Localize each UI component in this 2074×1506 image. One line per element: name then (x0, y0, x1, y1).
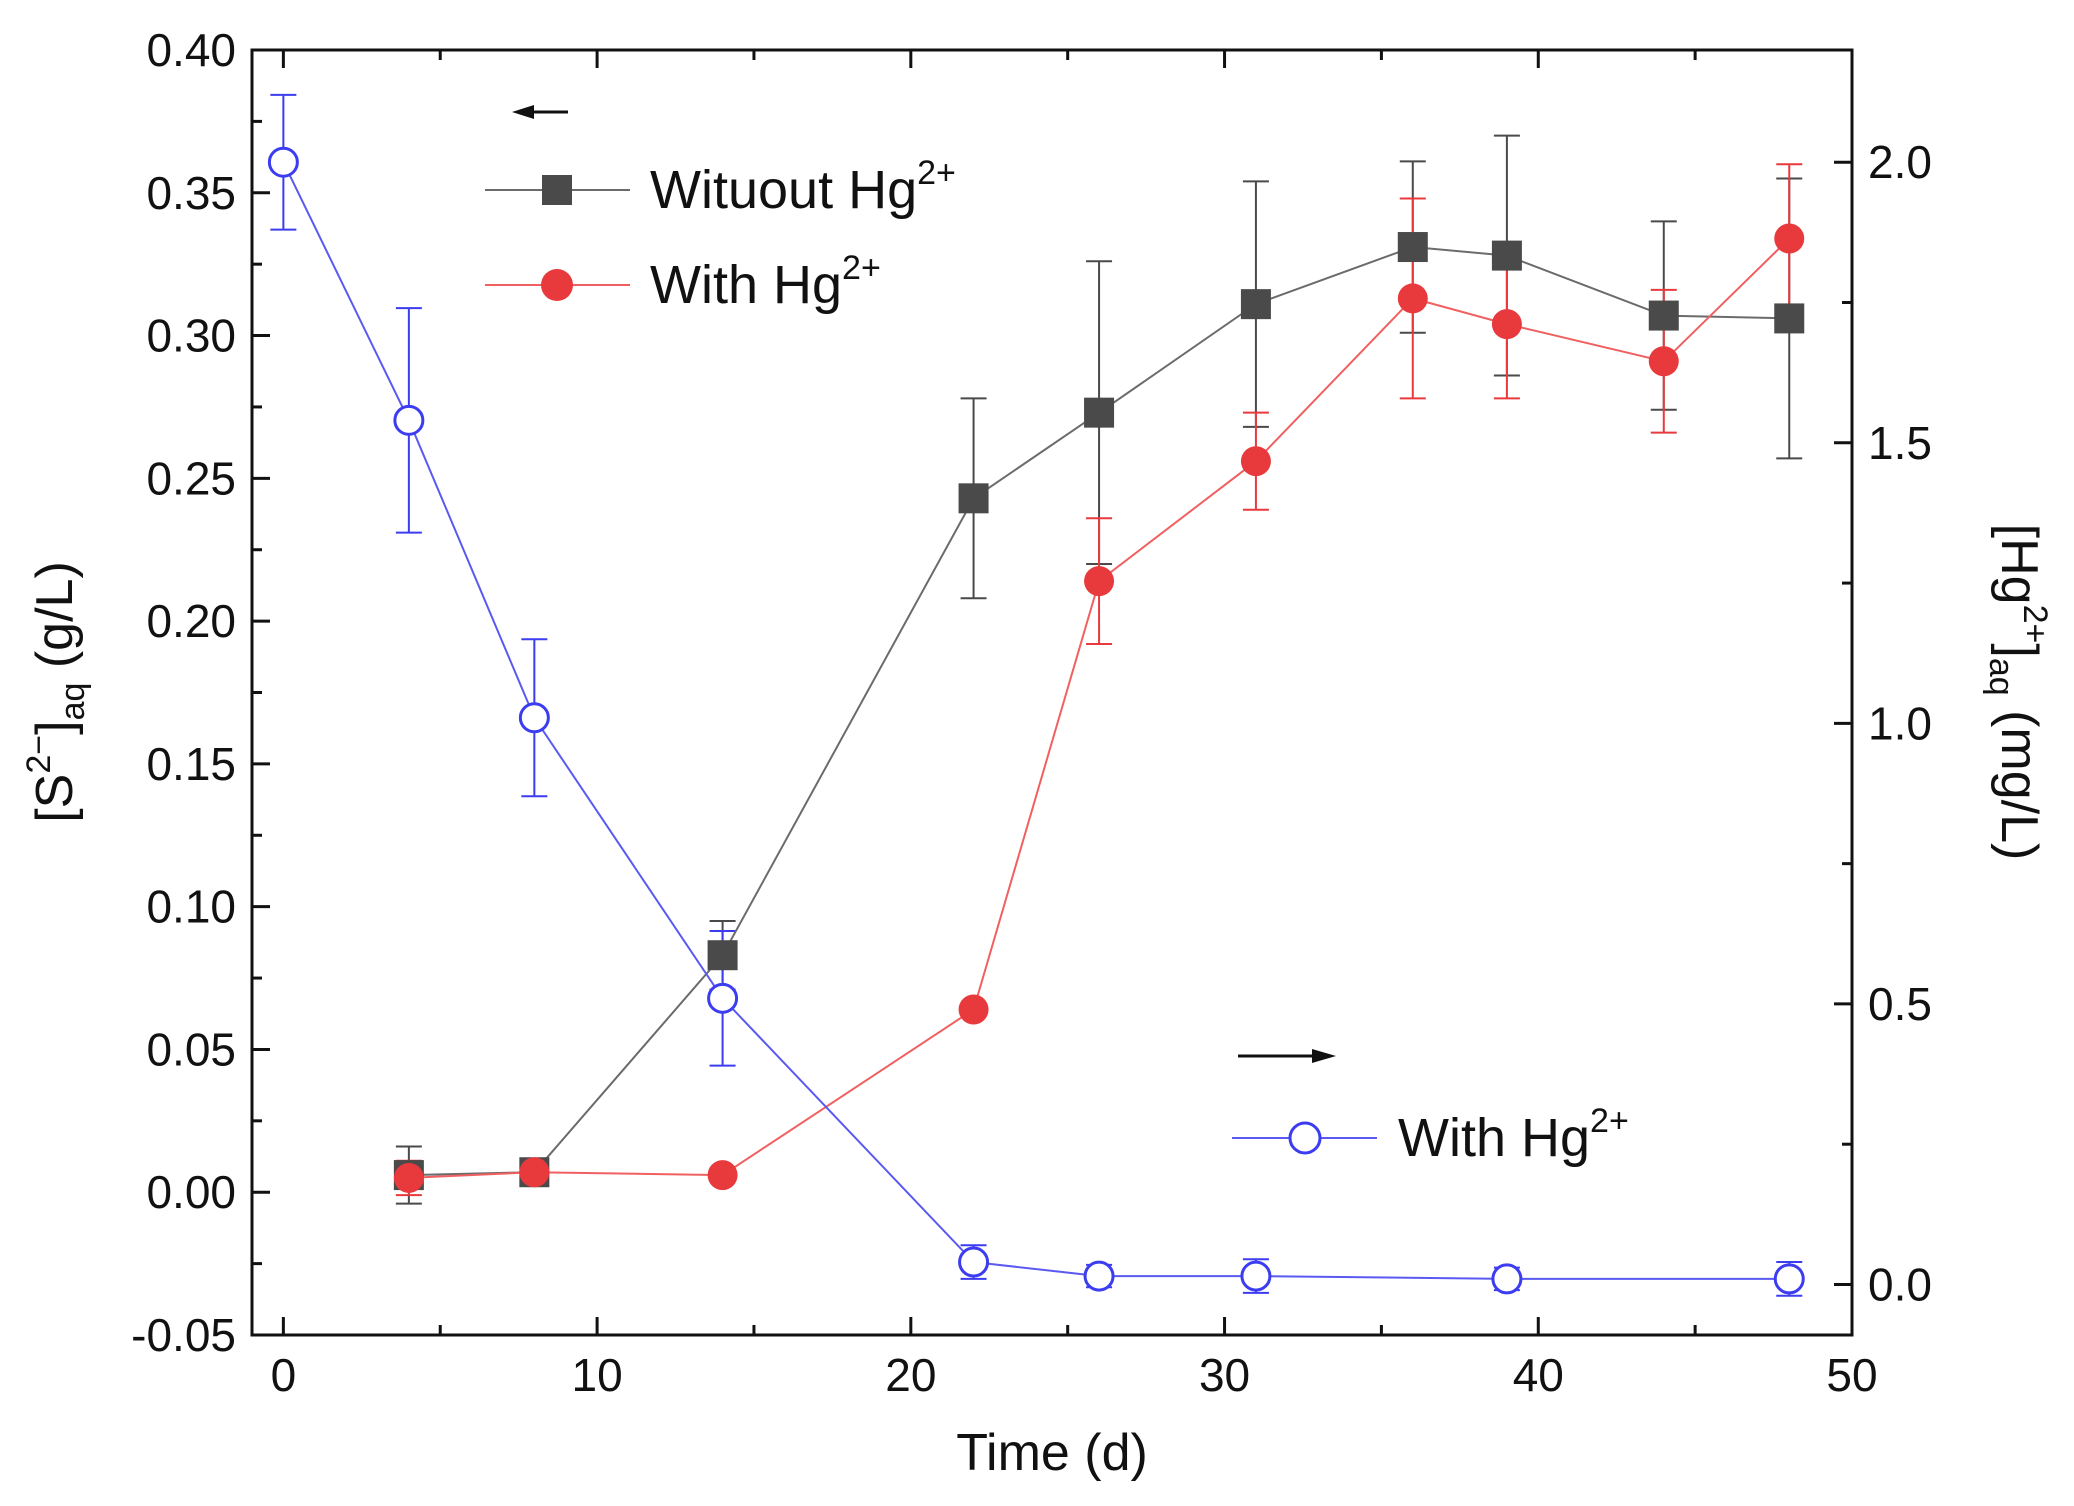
data-point-circle (1491, 309, 1522, 340)
data-point-circle (519, 1157, 550, 1188)
data-point-open-circle (393, 404, 425, 436)
data-point-open-circle (1083, 1260, 1115, 1292)
y-left-axis-title: [S2−]aq (g/L) (20, 561, 92, 823)
data-point-square (958, 483, 989, 514)
data-point-circle (393, 1162, 424, 1193)
data-point-square (1397, 232, 1428, 263)
x-tick-label: 30 (1199, 1349, 1250, 1401)
legend-item-without-hg: Wituout Hg2+ (485, 154, 956, 220)
y-left-tick-label: 0.10 (146, 881, 236, 933)
data-point-circle (1084, 566, 1115, 597)
series-line-0 (408, 245, 1790, 1177)
data-point-open-circle (267, 146, 299, 178)
tick-labels: 0 10 20 30 40 50 -0.05 0.00 0.05 0.10 0.15 0.20 0.25… (131, 24, 1932, 1401)
arrow-right-icon (1238, 1049, 1336, 1063)
data-point-circle (1774, 223, 1805, 254)
legend-label-with-hg-open: With Hg2+ (1398, 1102, 1629, 1168)
arrow-left-icon (512, 105, 568, 119)
y-left-tick-label: -0.05 (131, 1309, 236, 1361)
plot-frame (250, 48, 1854, 1337)
y-right-tick-label: 0.0 (1868, 1258, 1932, 1310)
data-point-open-circle (1491, 1263, 1523, 1295)
data-point-square (1084, 397, 1115, 428)
y-right-tick-label: 1.0 (1868, 697, 1932, 749)
data-point-open-circle (1240, 1260, 1272, 1292)
legend-circle-marker (541, 269, 573, 301)
data-point-circle (1648, 346, 1679, 377)
x-tick-label: 50 (1826, 1349, 1877, 1401)
legend-item-with-hg-open: With Hg2+ (1232, 1102, 1629, 1168)
y-left-tick-label: 0.15 (146, 738, 236, 790)
data-point-circle (707, 1160, 738, 1191)
y-right-tick-label: 0.5 (1868, 978, 1932, 1030)
data-point-circle (958, 994, 989, 1025)
data-point-circle (1240, 446, 1271, 477)
legend-label-with-hg-filled: With Hg2+ (650, 249, 881, 315)
y-left-tick-label: 0.05 (146, 1023, 236, 1075)
x-tick-label: 40 (1513, 1349, 1564, 1401)
x-tick-label: 20 (885, 1349, 936, 1401)
x-tick-label: 10 (572, 1349, 623, 1401)
data-point-square (1240, 289, 1271, 320)
axis-ticks (252, 48, 1854, 1337)
legend-item-with-hg-filled: With Hg2+ (485, 249, 881, 315)
y-right-tick-label: 2.0 (1868, 136, 1932, 188)
y-left-tick-label: 0.30 (146, 310, 236, 362)
y-left-tick-label: 0.00 (146, 1166, 236, 1218)
y-left-tick-label: 0.40 (146, 24, 236, 76)
series-line-1 (408, 237, 1790, 1179)
y-right-tick-label: 1.5 (1868, 417, 1932, 469)
legend-square-marker (542, 175, 572, 205)
data-point-open-circle (707, 982, 739, 1014)
legend-open-circle-marker (1288, 1121, 1322, 1155)
data-point-square (707, 940, 738, 971)
x-tick-label: 0 (271, 1349, 297, 1401)
data-point-open-circle (958, 1246, 990, 1278)
y-right-axis-title: [Hg2+]aq (mg/L) (1982, 524, 2054, 861)
data-point-open-circle (518, 702, 550, 734)
x-axis-title: Time (d) (956, 1424, 1148, 1482)
y-left-tick-label: 0.25 (146, 452, 236, 504)
data-point-circle (1397, 283, 1428, 314)
series-markers (267, 146, 1805, 1295)
data-point-square (1491, 240, 1522, 271)
data-point-square (1774, 303, 1805, 334)
y-left-tick-label: 0.35 (146, 167, 236, 219)
data-point-square (1648, 300, 1679, 331)
data-point-open-circle (1773, 1263, 1805, 1295)
legend-right: With Hg2+ (1232, 1049, 1629, 1168)
legend-left: Wituout Hg2+ With Hg2+ (485, 105, 956, 315)
y-left-tick-label: 0.20 (146, 595, 236, 647)
legend-label-without-hg: Wituout Hg2+ (650, 154, 956, 220)
